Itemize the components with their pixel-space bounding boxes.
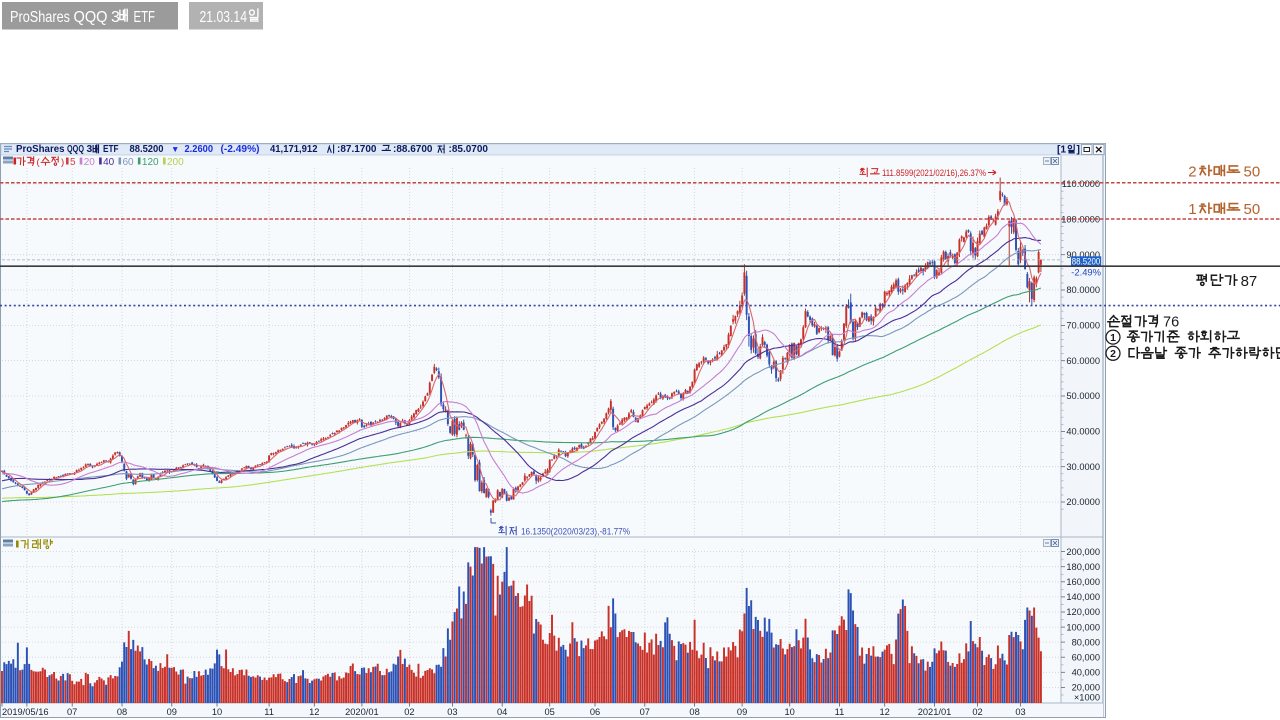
- svg-text:60.0000: 60.0000: [1066, 356, 1100, 366]
- svg-text:04: 04: [497, 707, 507, 717]
- svg-text:3: 3: [111, 9, 120, 26]
- svg-text:05: 05: [545, 707, 555, 717]
- svg-text:110.0000: 110.0000: [1062, 179, 1100, 189]
- svg-text:ETF: ETF: [134, 9, 156, 26]
- svg-text:ProShares: ProShares: [16, 144, 65, 155]
- svg-text:12: 12: [309, 707, 319, 717]
- svg-text:5: 5: [70, 157, 76, 168]
- svg-text:ProShares: ProShares: [10, 9, 70, 26]
- svg-text:×1000: ×1000: [1074, 693, 1100, 703]
- svg-text:ETF: ETF: [103, 144, 119, 155]
- svg-text:10: 10: [785, 707, 795, 717]
- svg-text:20: 20: [84, 157, 96, 168]
- svg-text:▼: ▼: [171, 144, 179, 154]
- svg-text:50.0000: 50.0000: [1066, 391, 1100, 401]
- svg-text:06: 06: [590, 707, 600, 717]
- svg-text:2: 2: [1110, 348, 1116, 360]
- svg-text:11: 11: [264, 707, 274, 717]
- svg-text:02: 02: [972, 707, 982, 717]
- svg-text:20,000: 20,000: [1072, 683, 1100, 693]
- svg-text:09: 09: [167, 707, 177, 717]
- svg-text:2020/01: 2020/01: [345, 707, 379, 717]
- svg-text:80,000: 80,000: [1072, 637, 1100, 647]
- svg-text:QQQ: QQQ: [67, 144, 84, 155]
- svg-text:120: 120: [142, 157, 159, 168]
- svg-text:3: 3: [87, 144, 93, 155]
- svg-text:10: 10: [212, 707, 222, 717]
- svg-text:88.5200: 88.5200: [1072, 255, 1101, 266]
- svg-text:60,000: 60,000: [1072, 652, 1100, 662]
- svg-text::88.6700: :88.6700: [393, 144, 433, 155]
- svg-text:80.0000: 80.0000: [1066, 285, 1100, 295]
- svg-text:1: 1: [1188, 201, 1196, 218]
- svg-text:2.2600: 2.2600: [185, 144, 214, 155]
- svg-text:200,000: 200,000: [1066, 547, 1100, 557]
- svg-text:07: 07: [640, 707, 650, 717]
- svg-text:12: 12: [880, 707, 890, 717]
- svg-text:07: 07: [67, 707, 77, 717]
- svg-text:QQQ: QQQ: [74, 9, 108, 26]
- svg-text:-2.49%: -2.49%: [1071, 266, 1101, 277]
- svg-text:50: 50: [1244, 163, 1261, 180]
- svg-text:2019/05/16: 2019/05/16: [2, 707, 49, 717]
- svg-text:[1: [1: [1057, 144, 1066, 155]
- svg-text:): ): [61, 157, 64, 168]
- svg-text:76: 76: [1163, 315, 1179, 331]
- svg-text:1: 1: [1110, 332, 1116, 344]
- svg-text:08: 08: [117, 707, 127, 717]
- svg-text:40: 40: [103, 157, 115, 168]
- svg-text:03: 03: [1015, 707, 1025, 717]
- svg-text:21.03.14: 21.03.14: [200, 9, 248, 26]
- svg-text:40.0000: 40.0000: [1066, 427, 1100, 437]
- svg-text:160,000: 160,000: [1066, 577, 1100, 587]
- svg-text:41,171,912: 41,171,912: [270, 144, 318, 155]
- svg-text:2021/01: 2021/01: [918, 707, 952, 717]
- svg-text:]: ]: [1077, 144, 1080, 155]
- svg-text:09: 09: [737, 707, 747, 717]
- svg-text::87.1700: :87.1700: [337, 144, 377, 155]
- svg-text::85.0700: :85.0700: [449, 144, 489, 155]
- svg-text:40,000: 40,000: [1072, 668, 1100, 678]
- svg-text:180,000: 180,000: [1066, 562, 1100, 572]
- svg-text:2: 2: [1188, 163, 1196, 180]
- svg-text:70.0000: 70.0000: [1066, 321, 1100, 331]
- svg-text:(-2.49%): (-2.49%): [221, 144, 260, 155]
- svg-text:03: 03: [447, 707, 457, 717]
- svg-text:111.8599(2021/02/16),26.37%: 111.8599(2021/02/16),26.37%: [882, 168, 986, 179]
- svg-text:60: 60: [123, 157, 135, 168]
- svg-text:100,000: 100,000: [1066, 622, 1100, 632]
- svg-text:08: 08: [689, 707, 699, 717]
- svg-text:88.5200: 88.5200: [130, 144, 164, 155]
- svg-text:11: 11: [835, 707, 845, 717]
- svg-text:200: 200: [167, 157, 184, 168]
- svg-text:87: 87: [1241, 273, 1258, 290]
- svg-text:16.1350(2020/03/23),-81.77%: 16.1350(2020/03/23),-81.77%: [521, 527, 630, 538]
- svg-text:90.0000: 90.0000: [1066, 250, 1100, 260]
- svg-text:120,000: 120,000: [1066, 607, 1100, 617]
- svg-text:(: (: [37, 157, 41, 168]
- svg-text:02: 02: [404, 707, 414, 717]
- svg-text:20.0000: 20.0000: [1066, 497, 1100, 507]
- svg-text:50: 50: [1244, 201, 1261, 218]
- svg-text:30.0000: 30.0000: [1066, 462, 1100, 472]
- svg-text:140,000: 140,000: [1066, 592, 1100, 602]
